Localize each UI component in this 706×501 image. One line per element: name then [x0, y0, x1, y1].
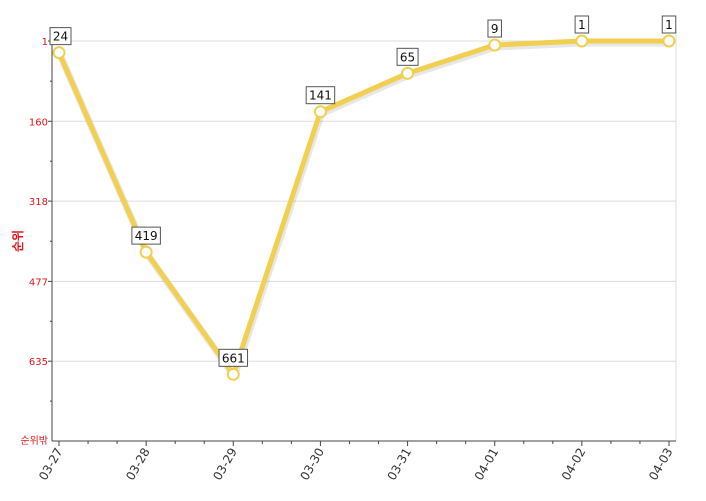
y-tick-labels: 1 160 318 477 635 [29, 37, 52, 402]
data-label-box [487, 19, 502, 38]
data-label: 65 [400, 50, 415, 64]
x-tick-label: 03-30 [297, 446, 327, 483]
x-tick-label: 03-28 [123, 446, 153, 483]
data-point [401, 66, 415, 80]
y-tick-label: 160 [29, 117, 48, 128]
data-label-box [131, 226, 161, 245]
y-tick-label: 635 [29, 357, 48, 368]
data-labels: 24 419 661 141 65 9 1 1 [49, 15, 677, 367]
x-tick-label: 04-01 [472, 446, 502, 483]
data-point [226, 367, 240, 381]
data-label-box [218, 348, 249, 367]
x-tick-labels: 03-27 03-28 03-29 03-30 03-31 04-01 04-02 04-03 [36, 441, 676, 483]
data-label-box [49, 27, 72, 46]
data-label: 1 [665, 18, 673, 32]
data-label-box [661, 15, 677, 34]
data-label: 661 [222, 351, 245, 365]
data-point [575, 34, 589, 48]
series-line [56, 38, 672, 377]
data-point [313, 105, 327, 119]
y-tick-label: 318 [29, 197, 48, 208]
data-label: 1 [578, 18, 586, 32]
data-label: 141 [309, 89, 332, 103]
axes [51, 30, 676, 442]
data-label-box [574, 15, 590, 34]
x-tick-label: 04-02 [559, 446, 589, 483]
x-tick-label: 03-31 [385, 446, 415, 483]
data-point [488, 38, 502, 52]
data-label: 419 [135, 229, 158, 243]
y-tick-label: 1 [42, 37, 48, 48]
series-rank [56, 38, 674, 380]
data-label-box [396, 47, 419, 66]
x-tick-label: 04-03 [646, 446, 676, 483]
data-point [662, 34, 676, 48]
y-tick-label: 477 [29, 277, 48, 288]
data-point [139, 245, 153, 259]
x-tick-label: 03-27 [36, 446, 66, 483]
data-point [52, 46, 66, 60]
series-markers [52, 34, 676, 381]
data-label-box [305, 86, 336, 105]
y-axis-title: 순위 [11, 230, 25, 252]
data-label: 24 [53, 30, 68, 44]
y-bottom-label: 순위밖 [20, 434, 48, 447]
data-label: 9 [491, 22, 499, 36]
x-tick-label: 03-29 [210, 446, 240, 483]
